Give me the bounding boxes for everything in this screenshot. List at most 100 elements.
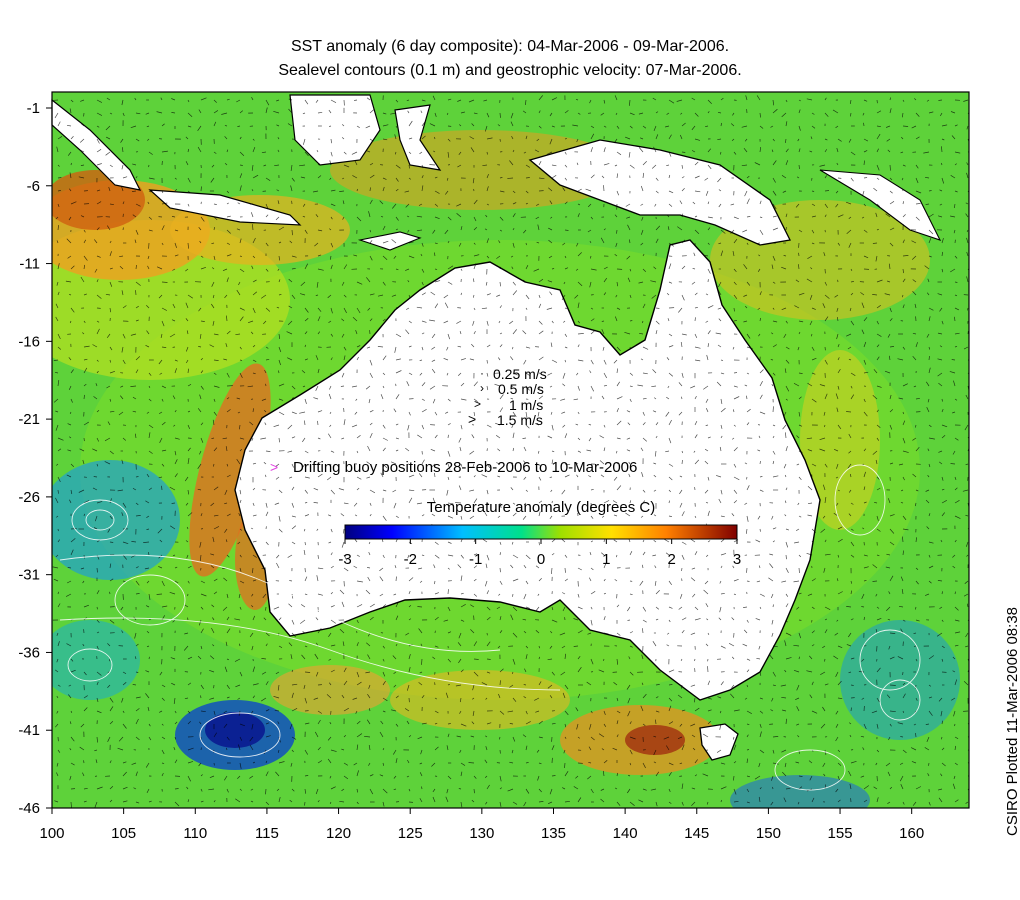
velocity-arrow — [900, 736, 904, 738]
velocity-arrow — [626, 684, 631, 690]
velocity-arrow — [288, 603, 293, 608]
velocity-arrow — [407, 424, 410, 431]
velocity-arrow — [746, 775, 750, 778]
velocity-arrow — [316, 150, 319, 153]
velocity-arrow — [806, 98, 813, 101]
velocity-arrow — [640, 203, 644, 206]
velocity-arrow — [317, 473, 323, 478]
velocity-arrow — [469, 136, 475, 140]
x-tick-label: 145 — [684, 825, 709, 842]
velocity-arrow — [109, 799, 113, 803]
velocity-arrow — [316, 528, 319, 531]
velocity-arrow — [135, 138, 140, 142]
velocity-arrow — [96, 149, 102, 153]
velocity-arrow — [236, 289, 241, 296]
velocity-arrow — [771, 264, 774, 270]
velocity-arrow — [429, 123, 436, 127]
velocity-arrow — [928, 213, 934, 218]
velocity-arrow — [937, 293, 943, 296]
velocity-arrow — [668, 242, 674, 247]
velocity-arrow — [824, 463, 828, 468]
velocity-arrow — [820, 723, 826, 729]
plot-credit: CSIRO Plotted 11-Mar-2006 08:38 — [1004, 606, 1020, 836]
velocity-arrow — [273, 695, 280, 699]
velocity-arrow — [275, 216, 280, 221]
velocity-arrow — [169, 591, 176, 595]
velocity-arrow — [886, 280, 891, 283]
velocity-arrow — [937, 358, 943, 361]
velocity-arrow — [107, 421, 111, 426]
velocity-arrow — [382, 747, 385, 751]
velocity-arrow — [639, 137, 644, 140]
velocity-arrow — [679, 489, 683, 495]
velocity-arrow — [952, 656, 956, 660]
velocity-arrow — [937, 332, 943, 335]
velocity-arrow — [811, 203, 816, 207]
velocity-arrow — [252, 540, 257, 543]
velocity-arrow — [642, 411, 645, 416]
velocity-arrow — [421, 185, 424, 192]
velocity-arrow — [395, 515, 399, 518]
velocity-arrow — [313, 487, 319, 491]
velocity-arrow — [808, 760, 813, 764]
velocity-arrow — [835, 671, 839, 677]
velocity-arrow — [382, 240, 389, 244]
velocity-arrow — [70, 369, 74, 374]
velocity-arrow — [718, 189, 722, 192]
velocity-arrow — [794, 541, 800, 544]
velocity-arrow — [561, 411, 566, 414]
velocity-arrow — [546, 151, 553, 155]
velocity-arrow — [793, 382, 800, 387]
velocity-arrow — [564, 684, 569, 690]
velocity-arrow — [83, 695, 88, 699]
velocity-arrow — [720, 424, 723, 429]
velocity-arrow — [886, 694, 891, 699]
velocity-arrow — [915, 567, 919, 570]
velocity-arrow — [238, 512, 241, 517]
velocity-arrow — [772, 645, 778, 648]
velocity-arrow — [694, 459, 700, 465]
velocity-arrow — [366, 97, 371, 101]
velocity-arrow — [590, 268, 597, 271]
velocity-arrow — [69, 436, 72, 439]
velocity-arrow — [447, 554, 454, 557]
velocity-arrow — [547, 658, 553, 661]
velocity-arrow — [265, 242, 269, 247]
velocity-arrow — [369, 162, 374, 166]
velocity-arrow — [173, 747, 176, 751]
velocity-arrow — [887, 801, 891, 804]
velocity-arrow — [626, 449, 631, 452]
velocity-arrow — [187, 580, 190, 584]
velocity-arrow — [884, 293, 891, 296]
velocity-arrow — [265, 511, 269, 517]
velocity-arrow — [681, 188, 685, 192]
velocity-arrow — [78, 489, 85, 493]
velocity-arrow — [291, 294, 296, 300]
velocity-arrow — [522, 110, 527, 114]
velocity-arrow — [186, 330, 189, 335]
velocity-arrow — [950, 215, 956, 218]
velocity-arrow — [772, 424, 776, 427]
velocity-arrow — [564, 307, 568, 310]
velocity-arrow — [525, 554, 531, 560]
velocity-arrow — [575, 423, 579, 426]
velocity-arrow — [759, 216, 763, 218]
velocity-arrow — [967, 307, 969, 311]
velocity-arrow — [733, 500, 738, 504]
velocity-arrow — [785, 148, 789, 153]
velocity-arrow — [96, 227, 100, 231]
velocity-arrow — [731, 684, 735, 689]
velocity-arrow — [317, 331, 321, 335]
velocity-arrow — [495, 422, 501, 426]
velocity-arrow — [876, 667, 881, 673]
velocity-arrow — [174, 801, 180, 807]
velocity-arrow — [694, 112, 699, 117]
velocity-arrow — [356, 125, 360, 128]
velocity-arrow — [509, 761, 514, 764]
velocity-arrow — [616, 437, 621, 440]
velocity-arrow — [316, 281, 319, 288]
velocity-arrow — [239, 372, 243, 378]
velocity-arrow — [419, 372, 423, 376]
velocity-arrow — [200, 186, 202, 192]
velocity-arrow — [732, 409, 735, 413]
